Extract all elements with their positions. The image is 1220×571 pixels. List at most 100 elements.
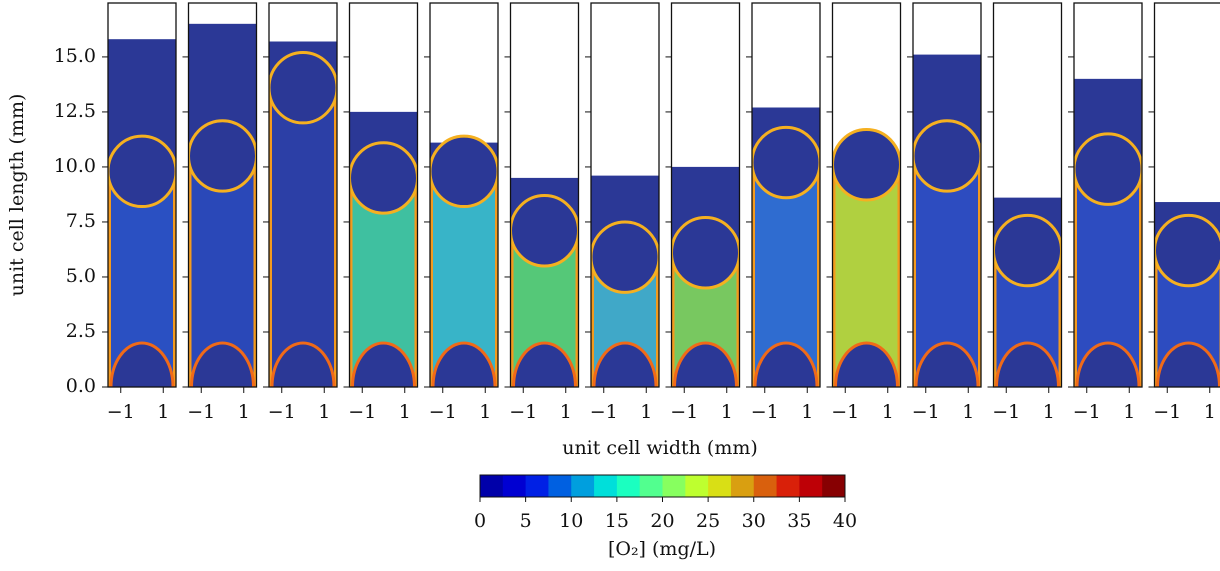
colorbar-step — [685, 475, 709, 497]
x-tick-label: −1 — [751, 401, 779, 423]
y-tick-label: 10.0 — [54, 155, 96, 177]
x-tick-label: −1 — [1073, 401, 1101, 423]
panel — [913, 54, 981, 387]
x-tick-label: 1 — [721, 401, 733, 423]
bubble-cap — [510, 194, 579, 268]
x-tick-label: 1 — [399, 401, 411, 423]
x-tick-label: 1 — [560, 401, 572, 423]
panel — [1154, 202, 1220, 387]
x-tick-label: 1 — [962, 401, 974, 423]
colorbar-step — [822, 475, 846, 497]
x-tick-label: 1 — [479, 401, 491, 423]
panel — [188, 23, 257, 387]
panel-frame — [992, 2, 1063, 388]
x-tick-label: 1 — [1123, 401, 1135, 423]
panel — [108, 39, 176, 387]
bubble-cap — [671, 216, 740, 290]
y-tick-label: 15.0 — [54, 45, 96, 67]
colorbar-step — [548, 475, 572, 497]
colorbar-label: [O₂] (mg/L) — [608, 538, 716, 560]
y-axis-label: unit cell length (mm) — [6, 94, 28, 297]
x-tick-label: −1 — [670, 401, 698, 423]
colorbar-step — [480, 475, 504, 497]
panel — [832, 128, 901, 387]
colorbar-tick-label: 35 — [787, 510, 811, 532]
panel-frame — [509, 2, 580, 388]
colorbar-tick-label: 15 — [605, 510, 629, 532]
panel-frame — [912, 2, 982, 388]
panel — [1074, 78, 1142, 387]
colorbar-step — [662, 475, 686, 497]
x-tick-label: −1 — [107, 401, 135, 423]
colorbar-tick-label: 10 — [559, 510, 583, 532]
colorbar-tick-label: 30 — [742, 510, 766, 532]
x-tick-label: 1 — [1043, 401, 1055, 423]
colorbar-step — [708, 475, 732, 497]
panel — [671, 166, 740, 387]
panel-frame — [670, 2, 741, 388]
bubble-cap — [108, 134, 176, 209]
bubble-cap — [430, 134, 498, 209]
colorbar-step — [525, 475, 549, 497]
colorbar-step — [571, 475, 595, 497]
interior-field — [188, 154, 257, 387]
x-tick-label: 1 — [157, 401, 169, 423]
colorbar-tick-label: 20 — [650, 510, 674, 532]
panel-frame — [107, 2, 177, 388]
bubble-cap — [1074, 132, 1142, 206]
x-tick-label: −1 — [268, 401, 296, 423]
bubble-cap — [1154, 213, 1220, 288]
x-tick-label: 1 — [238, 401, 250, 423]
y-tick-label: 12.5 — [54, 100, 96, 122]
panel — [349, 111, 418, 387]
x-tick-label: −1 — [429, 401, 457, 423]
panel-frame — [590, 2, 660, 388]
panel — [269, 41, 337, 387]
y-tick-label: 2.5 — [66, 320, 96, 342]
x-tick-label: −1 — [348, 401, 376, 423]
panel — [752, 107, 820, 387]
bubble-cap — [591, 220, 659, 294]
bubble-cap — [188, 119, 257, 193]
panel-frame — [348, 2, 419, 388]
x-tick-label: −1 — [831, 401, 859, 423]
bubble-cap — [993, 213, 1062, 288]
panel-frame — [1153, 2, 1220, 388]
x-tick-label: −1 — [912, 401, 940, 423]
x-tick-label: −1 — [1153, 401, 1181, 423]
colorbar-step — [730, 475, 755, 497]
panel — [510, 177, 579, 387]
bubble-cap — [349, 141, 418, 215]
panel-frame — [751, 2, 821, 388]
bubble-cap — [832, 128, 901, 202]
colorbar-step — [799, 475, 823, 497]
panel — [430, 134, 498, 387]
x-tick-label: 1 — [640, 401, 652, 423]
panel-frame — [187, 2, 258, 388]
colorbar-step — [639, 475, 663, 497]
x-tick-label: −1 — [509, 401, 537, 423]
colorbar-step — [753, 475, 778, 497]
x-tick-label: 1 — [318, 401, 330, 423]
bubble-cap — [913, 119, 981, 193]
x-tick-label: 1 — [801, 401, 813, 423]
x-tick-label: −1 — [590, 401, 618, 423]
colorbar-tick-label: 5 — [520, 510, 532, 532]
colorbar-tick-label: 40 — [833, 510, 857, 532]
panel-frame — [268, 2, 338, 388]
colorbar-step — [616, 475, 641, 497]
colorbar-tick-label: 0 — [474, 510, 486, 532]
colorbar-tick-label: 25 — [696, 510, 720, 532]
x-tick-label: 1 — [882, 401, 894, 423]
interior-field — [269, 86, 337, 387]
y-tick-label: 0.0 — [66, 375, 96, 397]
y-tick-label: 7.5 — [66, 210, 96, 232]
y-tick-label: 5.0 — [66, 265, 96, 287]
colorbar-step — [776, 475, 800, 497]
panel-frame — [1073, 2, 1143, 388]
panel-frame — [831, 2, 902, 388]
x-tick-label: −1 — [992, 401, 1020, 423]
bubble-cap — [269, 51, 337, 125]
panel — [591, 175, 659, 387]
